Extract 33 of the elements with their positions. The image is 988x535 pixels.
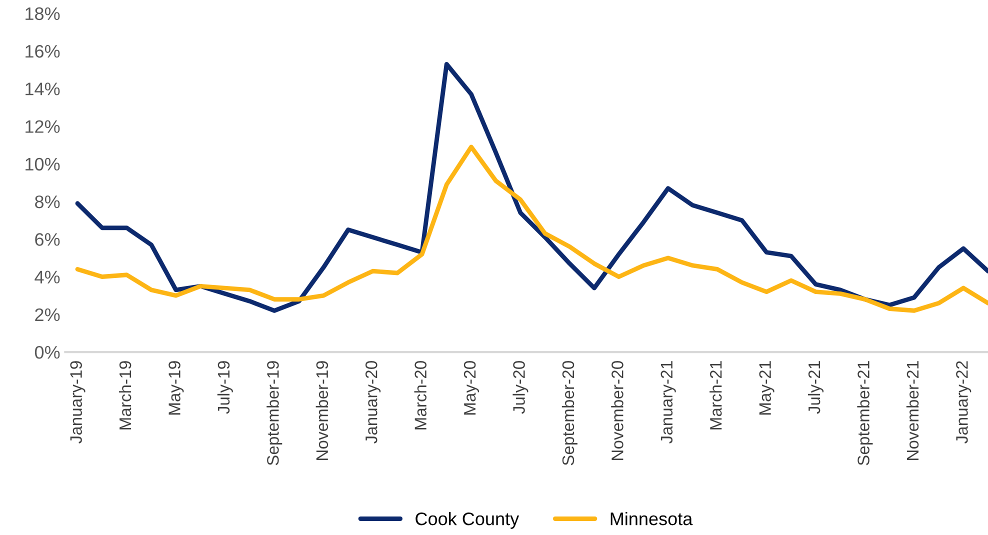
line-series bbox=[75, 62, 988, 313]
y-tick-label: 0% bbox=[34, 346, 60, 359]
y-tick-label: 4% bbox=[34, 270, 60, 284]
x-tick-label: May-21 bbox=[759, 361, 774, 415]
x-tick-label: March-20 bbox=[414, 361, 426, 430]
x-tick-label: July-19 bbox=[217, 361, 233, 414]
x-tick-label: November-19 bbox=[316, 361, 328, 460]
y-tick-label: 8% bbox=[35, 195, 60, 208]
x-tick-label: January-21 bbox=[660, 361, 676, 444]
x-tick-label: September-19 bbox=[266, 361, 282, 466]
x-tick-label: January-22 bbox=[956, 361, 972, 444]
x-tick-label: November-20 bbox=[611, 361, 624, 460]
y-tick-label: 14% bbox=[26, 82, 60, 96]
x-tick-label: March-19 bbox=[118, 361, 132, 430]
x-tick-label: September-20 bbox=[562, 361, 578, 466]
y-tick-label: 12% bbox=[26, 120, 60, 133]
x-tick-label: January-19 bbox=[70, 361, 86, 444]
y-tick-label: 16% bbox=[26, 44, 60, 58]
x-tick-label: September-21 bbox=[857, 361, 873, 466]
y-tick-label: 18% bbox=[26, 7, 60, 20]
x-tick-label: July-20 bbox=[512, 361, 528, 414]
x-tick-label: May-20 bbox=[464, 361, 480, 415]
legend-label: Cook County bbox=[416, 512, 520, 529]
x-tick-label: May-19 bbox=[168, 361, 184, 415]
y-tick-label: 10% bbox=[26, 158, 60, 171]
line-series bbox=[75, 144, 988, 313]
y-tick-label: 6% bbox=[35, 233, 60, 246]
y-tick-label: 2% bbox=[35, 308, 60, 322]
x-tick-label: January-20 bbox=[365, 361, 381, 444]
x-tick-label: July-21 bbox=[808, 361, 824, 414]
x-tick-label: November-21 bbox=[906, 361, 919, 460]
x-tick-label: March-21 bbox=[710, 361, 722, 430]
legend-label: Minnesota bbox=[610, 512, 693, 526]
